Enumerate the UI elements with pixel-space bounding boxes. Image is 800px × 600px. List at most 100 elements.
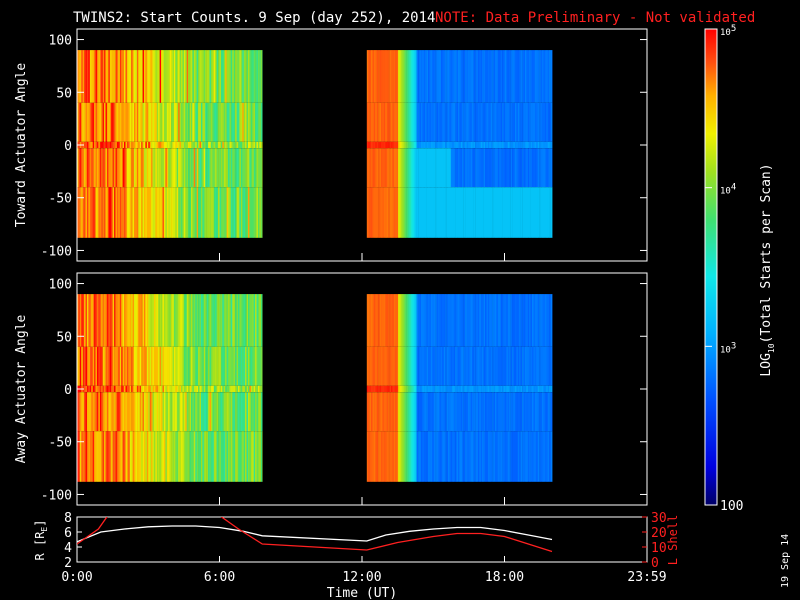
heatmap-cell bbox=[496, 294, 499, 347]
heatmap-cell bbox=[112, 392, 115, 432]
heatmap-cell bbox=[256, 294, 259, 347]
heatmap-cell bbox=[98, 148, 101, 188]
heatmap-cell bbox=[373, 346, 376, 386]
heatmap-cell bbox=[500, 187, 503, 238]
heatmap-cell bbox=[505, 148, 507, 188]
heatmap-cell bbox=[412, 102, 415, 142]
heatmap-cell bbox=[228, 385, 230, 393]
heatmap-cell bbox=[172, 294, 175, 347]
heatmap-cell bbox=[499, 148, 501, 188]
heatmap-cell bbox=[375, 431, 377, 482]
heatmap-cell bbox=[245, 187, 247, 238]
heatmap-cell bbox=[141, 392, 143, 432]
heatmap-cell bbox=[114, 346, 116, 386]
heatmap-cell bbox=[253, 346, 256, 386]
heatmap-cell bbox=[549, 346, 551, 386]
heatmap-cell bbox=[438, 431, 440, 482]
heatmap-cell bbox=[238, 431, 240, 482]
heatmap-cell bbox=[169, 346, 172, 386]
heatmap-cell bbox=[408, 431, 410, 482]
heatmap-cell bbox=[539, 102, 541, 142]
heatmap-cell bbox=[379, 148, 382, 188]
heatmap-cell bbox=[213, 148, 216, 188]
heatmap-cell bbox=[131, 50, 133, 103]
heatmap-cell bbox=[517, 50, 520, 103]
heatmap-cell bbox=[148, 102, 150, 142]
heatmap-cell bbox=[210, 431, 213, 482]
heatmap-cell bbox=[402, 431, 405, 482]
heatmap-cell bbox=[495, 102, 497, 142]
heatmap-cell bbox=[185, 385, 187, 393]
heatmap-cell bbox=[141, 141, 143, 149]
heatmap-cell bbox=[222, 50, 224, 103]
heatmap-cell bbox=[260, 294, 263, 347]
heatmap-cell bbox=[229, 385, 232, 393]
heatmap-cell bbox=[530, 148, 533, 188]
heatmap-cell bbox=[85, 50, 88, 103]
heatmap-cell bbox=[182, 50, 185, 103]
heatmap-cell bbox=[172, 385, 175, 393]
heatmap-cell bbox=[166, 294, 169, 347]
heatmap-cell bbox=[472, 392, 474, 432]
heatmap-cell bbox=[243, 187, 246, 238]
heatmap-cell bbox=[101, 385, 103, 393]
heatmap-cell bbox=[486, 385, 489, 393]
heatmap-cell bbox=[376, 148, 379, 188]
heatmap-cell bbox=[198, 148, 200, 188]
heatmap-cell bbox=[94, 346, 96, 386]
heatmap-cell bbox=[433, 385, 436, 393]
heatmap-cell bbox=[399, 346, 402, 386]
heatmap-cell bbox=[249, 392, 252, 432]
heatmap-cell bbox=[223, 148, 226, 188]
heatmap-cell bbox=[500, 148, 503, 188]
heatmap-cell bbox=[216, 141, 219, 149]
heatmap-cell bbox=[134, 294, 136, 347]
heatmap-cell bbox=[232, 141, 234, 149]
heatmap-cell bbox=[479, 102, 481, 142]
heatmap-cell bbox=[223, 50, 226, 103]
heatmap-cell bbox=[533, 102, 536, 142]
heatmap-cell bbox=[132, 294, 135, 347]
heatmap-cell bbox=[495, 148, 497, 188]
heatmap-cell bbox=[141, 385, 143, 393]
heatmap-cell bbox=[510, 346, 513, 386]
heatmap-cell bbox=[195, 187, 197, 238]
heatmap-cell bbox=[420, 50, 423, 103]
heatmap-cell bbox=[409, 187, 412, 238]
heatmap-cell bbox=[516, 346, 519, 386]
heatmap-cell bbox=[516, 102, 519, 142]
heatmap-cell bbox=[410, 141, 413, 149]
heatmap-cell bbox=[121, 141, 123, 149]
heatmap-cell bbox=[436, 148, 439, 188]
heatmap-cell bbox=[245, 294, 247, 347]
heatmap-cell bbox=[186, 392, 189, 432]
heatmap-cell bbox=[443, 294, 446, 347]
heatmap-cell bbox=[412, 346, 415, 386]
heatmap-cell bbox=[222, 431, 224, 482]
heatmap-cell bbox=[412, 431, 415, 482]
heatmap-cell bbox=[523, 392, 526, 432]
heatmap-cell bbox=[419, 187, 422, 238]
heatmap-cell bbox=[527, 102, 530, 142]
heatmap-cell bbox=[152, 392, 155, 432]
heatmap-cell bbox=[92, 294, 95, 347]
heatmap-cell bbox=[373, 50, 376, 103]
heatmap-cell bbox=[182, 431, 185, 482]
heatmap-cell bbox=[376, 431, 379, 482]
heatmap-cell bbox=[381, 50, 383, 103]
heatmap-cell bbox=[255, 346, 257, 386]
heatmap-cell bbox=[492, 148, 494, 188]
heatmap-cell bbox=[218, 431, 220, 482]
heatmap-cell bbox=[519, 431, 521, 482]
heatmap-cell bbox=[135, 385, 138, 393]
heatmap-cell bbox=[156, 431, 159, 482]
heatmap-cell bbox=[470, 148, 473, 188]
heatmap-cell bbox=[230, 187, 233, 238]
heatmap-cell bbox=[253, 385, 256, 393]
heatmap-cell bbox=[550, 346, 553, 386]
heatmap-cell bbox=[391, 141, 393, 149]
heatmap-cell bbox=[176, 294, 179, 347]
heatmap-cell bbox=[131, 148, 133, 188]
heatmap-cell bbox=[396, 50, 399, 103]
heatmap-cell bbox=[141, 148, 143, 188]
